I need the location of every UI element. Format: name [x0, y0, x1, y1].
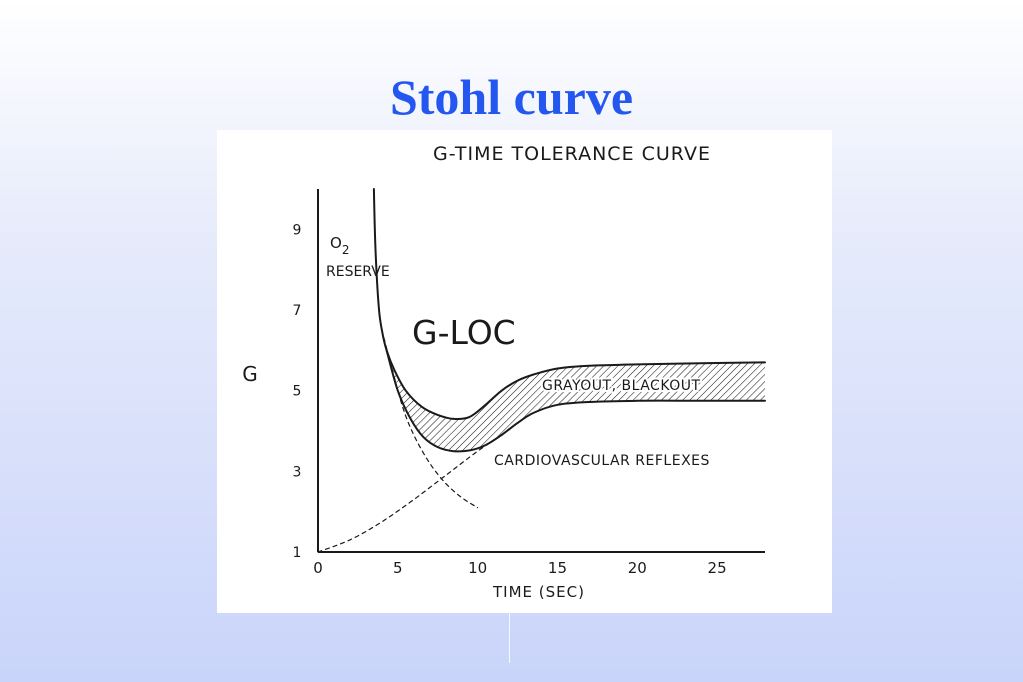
slide-title: Stohl curve — [389, 69, 634, 125]
x-tick-label: 10 — [468, 559, 487, 577]
y-tick-label: 9 — [293, 222, 302, 238]
tick-label-layer: 0 5 10 15 20 25 1 3 5 7 9 — [293, 222, 727, 577]
y-tick-label: 3 — [293, 464, 302, 480]
x-tick-label: 15 — [548, 559, 567, 577]
divider-line — [509, 613, 510, 663]
o2-reserve-dashed-curve — [381, 329, 479, 509]
x-tick-label: 5 — [393, 559, 403, 577]
cardiovascular-reflexes-label: CARDIOVASCULAR REFLEXES — [494, 453, 710, 469]
y-axis-label: G — [242, 362, 258, 386]
series-layer — [317, 188, 766, 553]
o2-reserve-o-label: O2 — [330, 234, 349, 257]
tolerance-band-layer — [386, 350, 765, 452]
y-tick-label: 1 — [293, 545, 302, 561]
grayout-blackout-label: GRAYOUT, BLACKOUT — [542, 378, 701, 394]
o2-reserve-label: RESERVE — [326, 264, 390, 280]
x-tick-label: 0 — [313, 559, 323, 577]
x-tick-label: 20 — [628, 559, 647, 577]
x-axis-label: TIME (SEC) — [492, 583, 585, 601]
cardiovascular-reflex-dashed-curve — [317, 422, 519, 553]
chart-figure: G-TIME TOLERANCE CURVE 0 5 10 15 20 25 1 3 5 7 9 G… — [217, 130, 832, 613]
x-tick-label: 25 — [708, 559, 727, 577]
gloc-label: G-LOC — [412, 313, 516, 352]
chart-title: G-TIME TOLERANCE CURVE — [433, 143, 711, 165]
y-tick-label: 7 — [293, 303, 302, 319]
y-tick-label: 5 — [293, 384, 302, 400]
g-time-tolerance-chart: G-TIME TOLERANCE CURVE 0 5 10 15 20 25 1 3 5 7 9 G… — [242, 143, 766, 601]
tolerance-band-hatch — [386, 350, 765, 452]
